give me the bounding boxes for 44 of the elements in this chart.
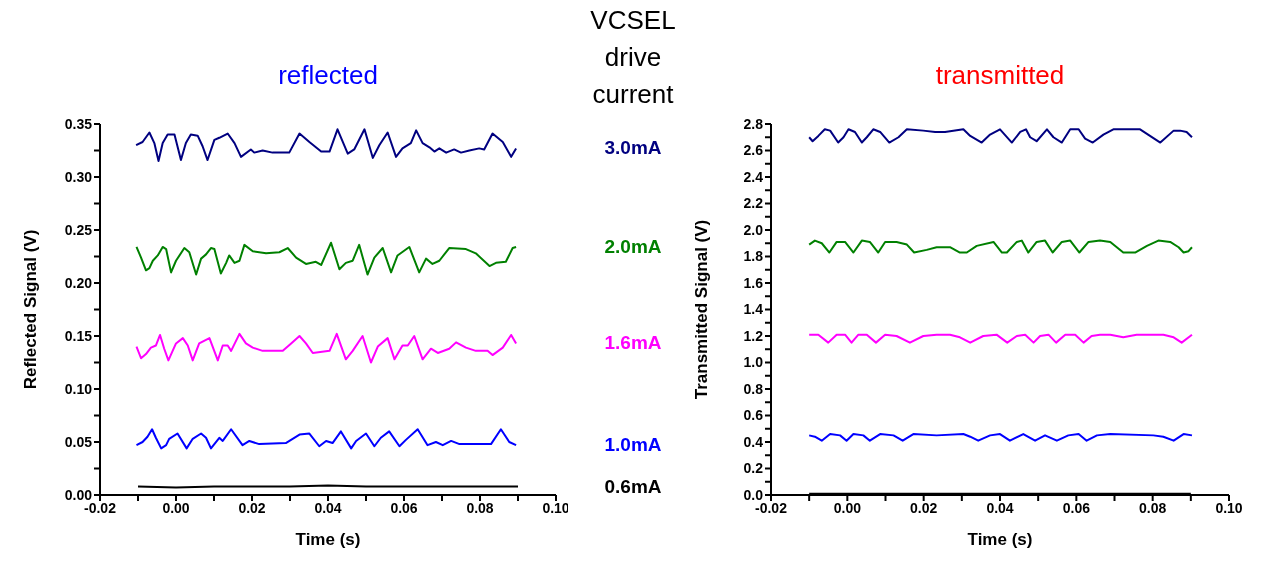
text: 0.6mA — [603, 475, 663, 498]
y-tick-label: 0.6 — [743, 407, 764, 424]
y-tick-label: 2.0 — [743, 221, 764, 238]
x-axis-title: Time (s) — [967, 530, 1033, 549]
x-tick-label: 0.06 — [1062, 499, 1091, 516]
y-tick-label: 2.2 — [743, 195, 764, 212]
y-tick-label: 2.6 — [743, 142, 764, 159]
y-tick-label: 2.4 — [743, 168, 764, 185]
y-tick-label: 1.8 — [743, 248, 764, 265]
chart-title: reflected — [277, 60, 379, 91]
y-tick-label: 1.4 — [743, 301, 764, 318]
x-tick-label: 0.08 — [466, 499, 494, 516]
x-tick-label: 0.08 — [1139, 499, 1167, 516]
y-tick-label: 0.20 — [64, 274, 93, 291]
y-tick-label: 0.4 — [743, 433, 764, 450]
x-tick-label: 0.00 — [833, 499, 862, 516]
x-tick-label: 0.00 — [162, 499, 190, 516]
x-tick-label: 0.02 — [910, 499, 938, 516]
x-tick-label: 0.04 — [986, 499, 1014, 516]
y-tick-label: 1.2 — [743, 327, 764, 344]
y-axis-title: Transmitted Signal (V) — [692, 219, 712, 400]
y-axis-title: Reflected Signal (V) — [21, 229, 41, 390]
y-tick-label: 0.15 — [64, 327, 93, 344]
legend-title: VCSEL drive current — [589, 4, 677, 111]
y-tick-label: 0.2 — [743, 460, 764, 477]
y-tick-label: 1.0 — [743, 354, 764, 371]
y-tick-label: 0.35 — [64, 115, 93, 132]
chart-title: transmitted — [934, 60, 1066, 91]
y-tick-label: 0.30 — [64, 168, 93, 185]
x-tick-label: 0.02 — [238, 499, 266, 516]
y-tick-label: 1.6 — [743, 274, 764, 291]
text: 3.0mA — [603, 137, 663, 160]
y-tick-label: 0.8 — [743, 380, 764, 397]
text: 2.0mA — [603, 235, 663, 258]
text: 1.6mA — [603, 332, 663, 355]
y-tick-label: 0.25 — [64, 221, 93, 238]
x-tick-label: 0.04 — [314, 499, 342, 516]
x-axis-title: Time (s) — [295, 530, 361, 549]
text: 1.0mA — [603, 434, 663, 457]
x-tick-label: 0.10 — [1215, 499, 1243, 516]
y-tick-label: 0.05 — [64, 433, 93, 450]
y-tick-label: 2.8 — [743, 115, 764, 132]
y-tick-label: 0.10 — [64, 380, 93, 397]
x-tick-label: 0.06 — [390, 499, 418, 516]
